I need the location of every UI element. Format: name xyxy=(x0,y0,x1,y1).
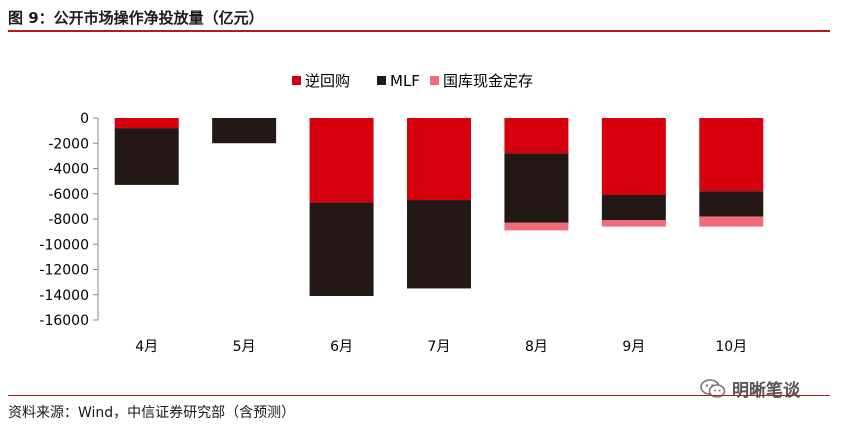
bar-segment xyxy=(504,222,569,231)
title-divider xyxy=(8,30,830,32)
watermark: 明晰笔谈 xyxy=(700,376,800,401)
chart-bars xyxy=(114,118,764,297)
legend-swatch xyxy=(430,76,439,85)
y-tick-label: -14000 xyxy=(39,288,89,304)
y-tick-label: -12000 xyxy=(39,263,89,279)
bar-segment xyxy=(212,118,277,144)
bar-segment xyxy=(114,118,179,129)
y-tick-label: -4000 xyxy=(48,162,89,178)
source-note: 资料来源：Wind，中信证券研究部（含预测） xyxy=(8,405,296,421)
bar-segment xyxy=(601,118,666,196)
y-tick-label: -10000 xyxy=(39,237,89,253)
wechat-icon xyxy=(700,378,726,398)
bar-segment xyxy=(407,200,471,289)
x-tick-label: 9月 xyxy=(622,339,645,355)
y-tick-label: -6000 xyxy=(48,187,89,203)
y-tick-label: 0 xyxy=(80,111,89,127)
bar-segment xyxy=(601,220,666,227)
chart-title: 图 9：公开市场操作净投放量（亿元） xyxy=(8,9,264,27)
y-tick-label: -16000 xyxy=(39,313,89,329)
bar-segment xyxy=(407,118,471,201)
x-tick-label: 10月 xyxy=(715,339,747,355)
bar-segment xyxy=(114,128,179,185)
y-tick-label: -2000 xyxy=(48,136,89,152)
bar-segment xyxy=(504,118,569,154)
bar-segment xyxy=(699,191,764,217)
x-tick-label: 7月 xyxy=(428,339,451,355)
x-tick-label: 6月 xyxy=(330,339,353,355)
legend-label: MLF xyxy=(390,72,420,90)
footer-divider xyxy=(8,395,830,396)
chart-legend: 逆回购 MLF 国库现金定存 xyxy=(292,72,533,90)
bar-segment xyxy=(309,118,374,203)
bar-segment xyxy=(699,118,764,192)
legend-swatch xyxy=(377,76,386,85)
bar-segment xyxy=(309,202,374,297)
bar-segment xyxy=(504,153,569,223)
watermark-text: 明晰笔谈 xyxy=(732,381,800,401)
bar-segment xyxy=(699,216,764,227)
legend-label: 国库现金定存 xyxy=(443,72,533,90)
legend-swatch xyxy=(292,76,301,85)
x-tick-label: 5月 xyxy=(233,339,256,355)
x-tick-label: 4月 xyxy=(135,339,158,355)
legend-label: 逆回购 xyxy=(305,72,350,90)
x-tick-label: 8月 xyxy=(525,339,548,355)
chart-axes: 0 -2000 -4000 -6000 -8000 -10000 -12000 -14000 -… xyxy=(39,111,747,355)
y-tick-label: -8000 xyxy=(48,212,89,228)
bar-segment xyxy=(601,195,666,221)
